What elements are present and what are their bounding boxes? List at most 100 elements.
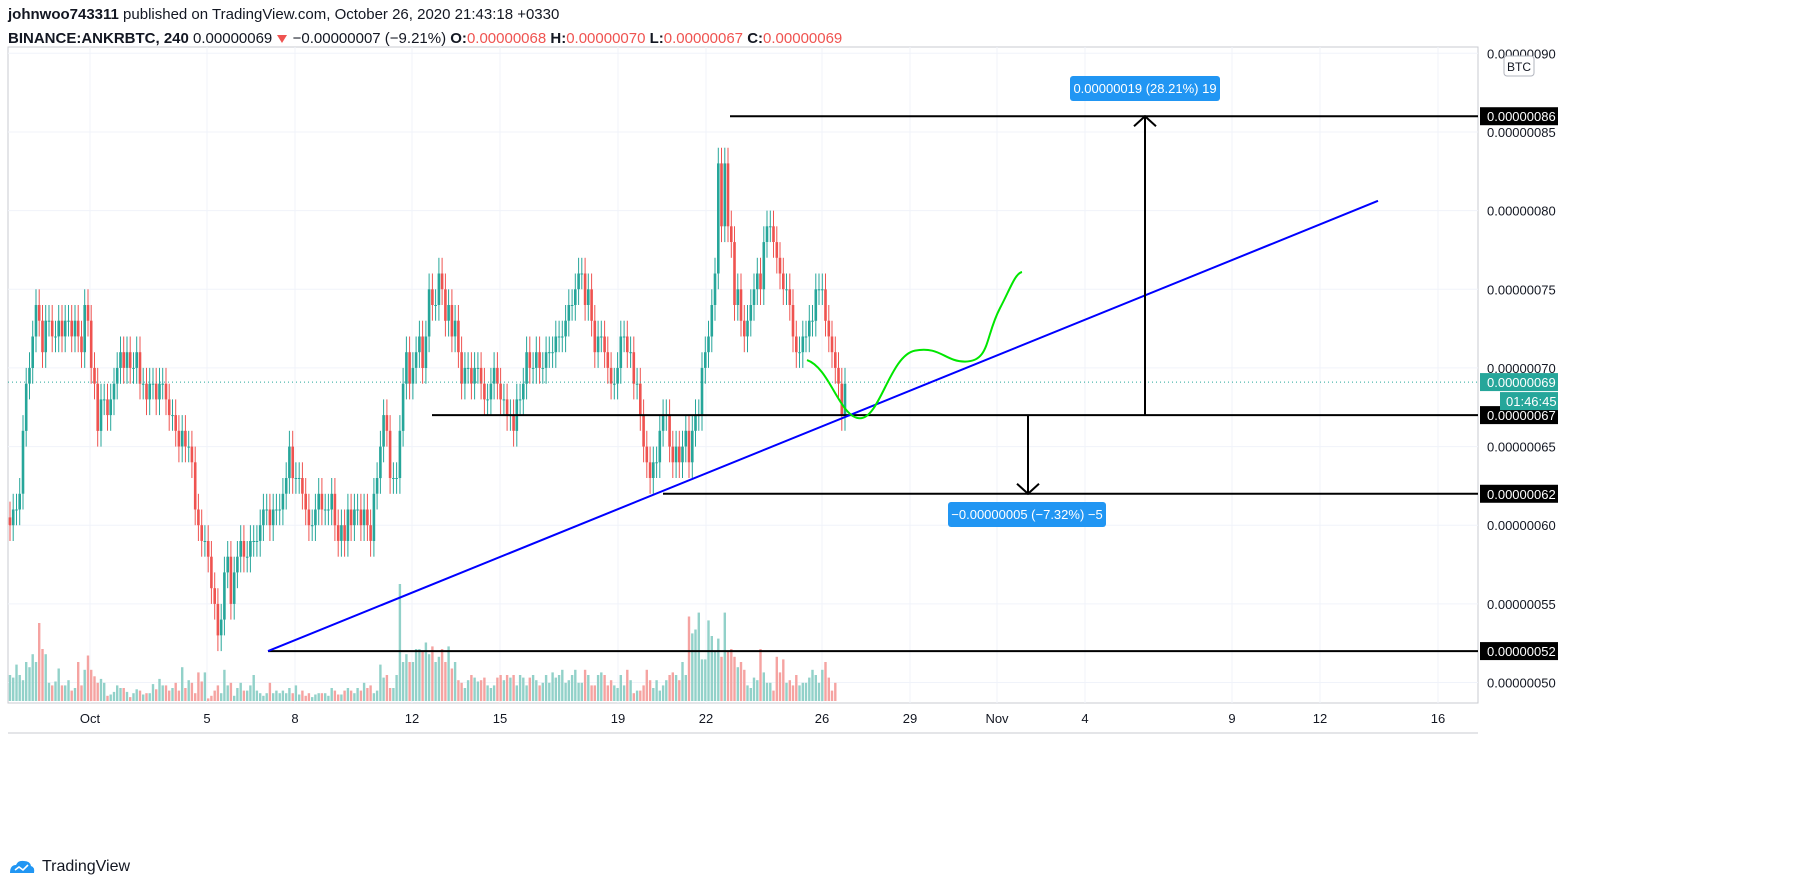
y-tick-label: 0.00000070 <box>1487 361 1556 376</box>
candle-body <box>639 383 642 416</box>
candle <box>132 352 135 384</box>
volume-bar <box>421 651 424 701</box>
candle <box>788 273 792 321</box>
candle <box>671 430 675 478</box>
candle <box>174 399 177 447</box>
candle-body <box>557 336 561 338</box>
candle-body <box>112 383 116 400</box>
volume-bar <box>447 646 450 701</box>
tradingview-footer[interactable]: TradingView <box>8 858 130 876</box>
candle-body <box>310 525 314 527</box>
candle <box>200 509 203 557</box>
volume-bar <box>132 693 135 701</box>
candle-body <box>408 352 411 384</box>
volume-bar <box>824 662 827 701</box>
volume-bar <box>626 669 629 701</box>
candle <box>486 383 489 416</box>
volume-bar <box>96 682 99 701</box>
y-tick-label: 0.00000075 <box>1487 282 1556 297</box>
volume-bar <box>288 688 291 701</box>
candle-body <box>512 415 515 431</box>
author-name[interactable]: johnwoo743311 <box>8 6 119 23</box>
y-tick-label: 0.00000065 <box>1487 440 1556 455</box>
candle-body <box>587 289 590 305</box>
candle-body <box>216 603 220 636</box>
symbol-label[interactable]: BINANCE:ANKRBTC, 240 <box>8 30 189 47</box>
volume-bar <box>583 669 587 701</box>
measure-down-label: −0.00000005 (−7.32%) −5 <box>951 507 1102 522</box>
candle-body <box>505 399 509 416</box>
candle-body <box>8 517 12 526</box>
candle-body <box>759 273 762 290</box>
candle <box>655 446 658 478</box>
candle-body <box>76 320 80 337</box>
candle-body <box>167 399 171 416</box>
candle <box>567 289 571 337</box>
candle-body <box>499 383 502 400</box>
candle <box>216 588 220 652</box>
candle <box>167 383 171 431</box>
candle <box>401 367 405 447</box>
candle-body <box>375 478 379 494</box>
volume-bar <box>775 656 778 701</box>
candle-body <box>762 242 766 290</box>
candle <box>616 352 619 400</box>
candle-body <box>554 336 558 353</box>
candle <box>684 415 688 463</box>
volume-bar <box>41 649 44 701</box>
volume-bar <box>811 669 814 701</box>
candle-body <box>31 336 34 368</box>
volume-bar <box>229 682 233 701</box>
volume-bar <box>353 693 356 701</box>
candle <box>769 210 772 243</box>
candle-body <box>629 352 632 354</box>
candle <box>733 226 736 321</box>
volume-bar <box>93 676 96 701</box>
candle <box>421 320 424 384</box>
volume-bar <box>554 677 557 701</box>
candle <box>613 367 616 400</box>
volume-bar <box>103 682 106 701</box>
volume-bar <box>330 688 333 701</box>
candle-body <box>681 446 684 463</box>
candle <box>434 289 437 321</box>
candle-body <box>840 383 844 416</box>
volume-bar <box>327 695 330 701</box>
x-tick-label: 4 <box>1081 711 1088 726</box>
candle <box>824 273 827 337</box>
candle <box>366 493 369 541</box>
candle <box>70 305 73 353</box>
candle <box>219 603 223 652</box>
candle <box>674 430 678 478</box>
candle-body <box>301 478 304 494</box>
candle <box>590 273 593 337</box>
candle <box>340 509 343 557</box>
candle <box>782 257 785 305</box>
candle-body <box>440 273 444 290</box>
candle-body <box>385 415 389 431</box>
candle <box>268 493 272 541</box>
measure-up-label: 0.00000019 (28.21%) 19 <box>1073 81 1216 96</box>
candle-body <box>109 399 112 416</box>
candle-body <box>535 352 538 368</box>
candle <box>752 273 756 321</box>
candle-body <box>346 509 350 541</box>
volume-bar <box>499 675 502 701</box>
volume-bar <box>369 685 372 701</box>
candle-body <box>119 352 122 368</box>
candle-body <box>252 541 255 542</box>
volume-bar <box>629 680 632 701</box>
currency-label: BTC <box>1507 60 1531 74</box>
low-label: L: <box>649 30 664 47</box>
volume-bar <box>142 694 145 701</box>
volume-bar <box>632 693 635 701</box>
volume-bar <box>691 633 694 701</box>
candle-body <box>834 352 837 368</box>
volume-bar <box>148 693 151 701</box>
candle <box>483 367 486 416</box>
publish-info: johnwoo743311 published on TradingView.c… <box>8 6 559 23</box>
candle <box>814 273 818 337</box>
candle <box>541 352 545 384</box>
candle-body <box>106 399 109 416</box>
